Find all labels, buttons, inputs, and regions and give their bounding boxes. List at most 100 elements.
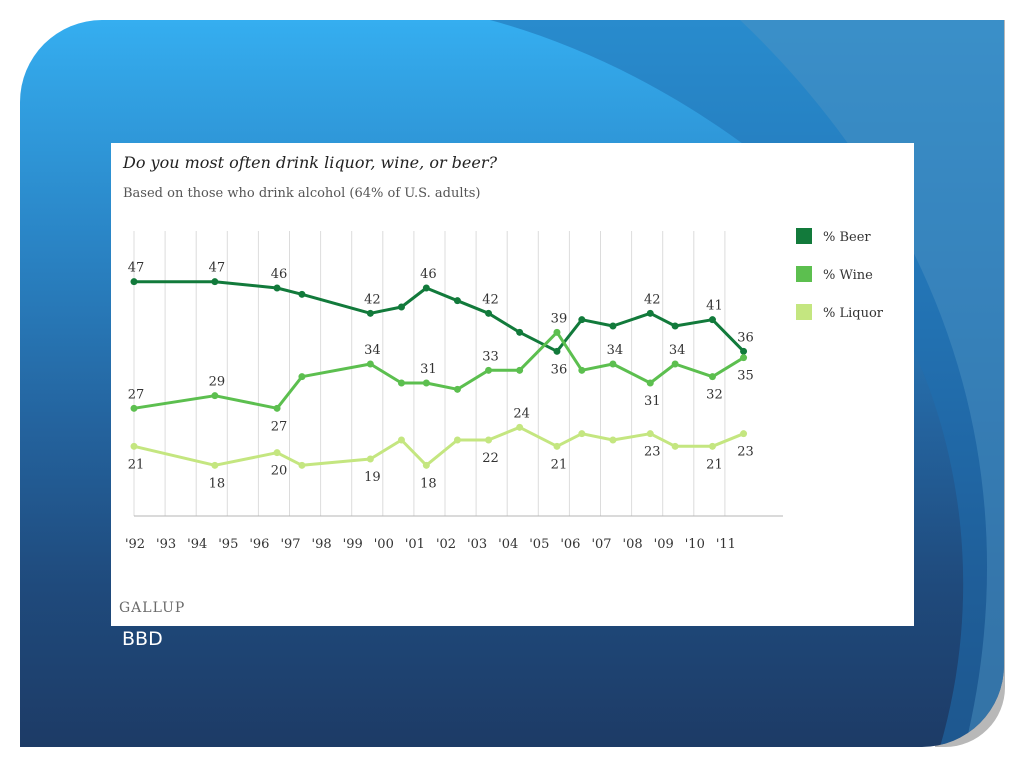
data-point (366, 360, 374, 368)
legend-item: % Liquor (796, 304, 884, 321)
legend-item: % Beer (796, 228, 871, 245)
x-tick-label: '93 (156, 537, 176, 552)
x-tick-label: '03 (467, 537, 487, 552)
data-label: 23 (644, 445, 661, 460)
chart-subtitle: Based on those who drink alcohol (64% of… (123, 186, 481, 201)
data-label: 31 (420, 362, 437, 377)
data-point (516, 366, 524, 374)
legend-label: % Wine (823, 268, 873, 283)
data-point (130, 278, 138, 286)
data-point (130, 404, 138, 412)
data-point (298, 373, 306, 381)
data-label: 39 (551, 311, 568, 326)
data-point (422, 461, 430, 469)
line-chart: '92 '93 '94 '95 '96 '97 '98 '99 '00 '01 '02 '03 '04 '… (125, 228, 884, 552)
data-label: 22 (482, 451, 499, 466)
x-tick-label: '01 (405, 537, 425, 552)
data-label: 33 (482, 349, 499, 364)
data-point (397, 436, 405, 444)
data-point (671, 322, 679, 330)
data-point (646, 379, 654, 387)
data-label: 18 (420, 476, 437, 491)
data-point (708, 373, 716, 381)
x-tick-label: '10 (685, 537, 705, 552)
x-tick-label: '02 (436, 537, 456, 552)
data-point (646, 430, 654, 438)
data-label: 29 (209, 375, 226, 390)
data-point (553, 328, 561, 336)
x-tick-label: '04 (498, 537, 518, 552)
data-point (671, 360, 679, 368)
legend-item: % Wine (796, 266, 873, 283)
x-tick-label: '09 (654, 537, 674, 552)
data-label: 23 (737, 445, 754, 460)
legend-swatch (796, 266, 812, 282)
data-point (453, 385, 461, 393)
x-tick-label: '98 (312, 537, 332, 552)
data-label: 36 (737, 330, 754, 345)
data-point (578, 430, 586, 438)
legend-swatch (796, 228, 812, 244)
data-point (553, 442, 561, 450)
data-point (578, 366, 586, 374)
x-tick-label: '94 (187, 537, 207, 552)
legend-label: % Beer (823, 230, 871, 245)
x-tick-label: '08 (623, 537, 643, 552)
data-label: 42 (364, 292, 381, 307)
x-tick-label: '95 (218, 537, 238, 552)
series-wine: 27 29 27 34 31 33 39 34 31 34 32 35 (128, 311, 754, 434)
legend-swatch (796, 304, 812, 320)
data-point (422, 379, 430, 387)
data-label: 35 (737, 369, 754, 384)
data-point (740, 430, 748, 438)
x-tick-label: '06 (560, 537, 580, 552)
series-liquor: 21 18 20 19 18 22 24 21 23 21 23 (128, 406, 754, 491)
chart-title: Do you most often drink liquor, wine, or… (123, 153, 498, 172)
data-label: 47 (209, 261, 226, 276)
data-label: 24 (513, 406, 530, 421)
data-label: 34 (607, 343, 624, 358)
data-point (646, 309, 654, 317)
data-label: 21 (551, 457, 568, 472)
x-tick-label: '00 (374, 537, 394, 552)
data-label: 27 (128, 387, 145, 402)
data-label: 27 (271, 419, 288, 434)
data-point (485, 309, 493, 317)
data-point (740, 347, 748, 355)
data-label: 32 (706, 388, 723, 403)
data-point (366, 309, 374, 317)
x-tick-label: '96 (249, 537, 269, 552)
data-point (708, 316, 716, 324)
data-point (453, 297, 461, 305)
data-point (273, 284, 281, 292)
data-point (211, 392, 219, 400)
data-point (130, 442, 138, 450)
data-point (516, 423, 524, 431)
data-point (397, 379, 405, 387)
data-point (211, 461, 219, 469)
series-beer: 47 47 46 42 46 42 36 42 41 36 (128, 261, 754, 378)
data-label: 46 (420, 267, 437, 282)
x-tick-label: '99 (343, 537, 363, 552)
data-point (609, 322, 617, 330)
data-label: 34 (669, 343, 686, 358)
data-label: 42 (482, 292, 499, 307)
data-label: 19 (364, 470, 381, 485)
chart-card: Do you most often drink liquor, wine, or… (111, 143, 914, 626)
data-point (298, 290, 306, 298)
data-point (553, 347, 561, 355)
data-point (273, 404, 281, 412)
data-label: 41 (706, 299, 723, 314)
data-point (485, 436, 493, 444)
data-point (273, 449, 281, 457)
data-point (485, 366, 493, 374)
data-point (453, 436, 461, 444)
x-tick-label: '11 (716, 537, 736, 552)
data-point (609, 360, 617, 368)
data-label: 46 (271, 267, 288, 282)
data-label: 42 (644, 292, 661, 307)
data-label: 21 (128, 457, 145, 472)
slide-caption: BBD (122, 628, 163, 650)
data-label: 36 (551, 362, 568, 377)
data-point (366, 455, 374, 463)
